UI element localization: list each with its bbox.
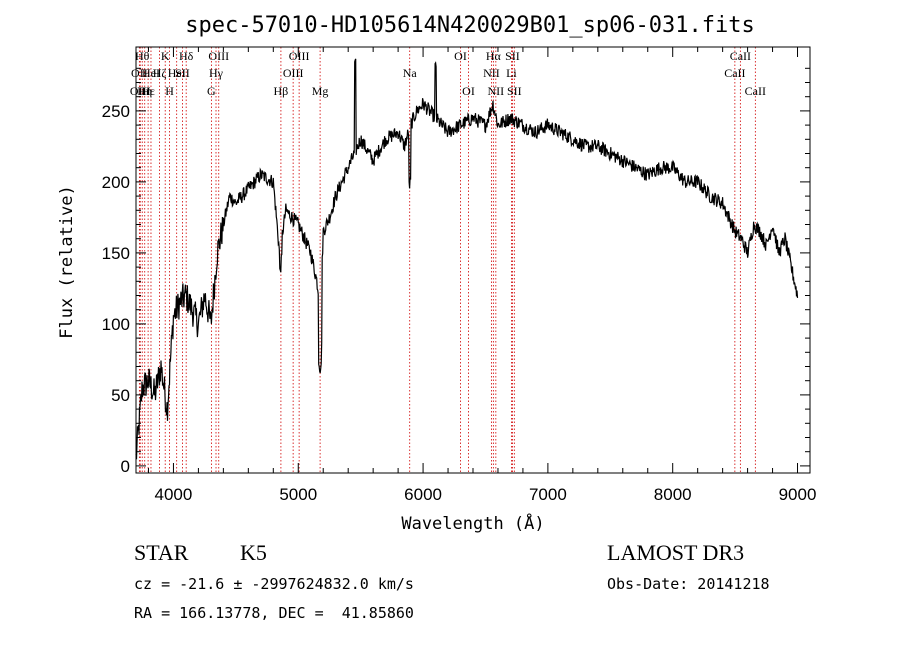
spectral-line-label: CaII <box>724 66 745 80</box>
object-class: STAR <box>134 540 189 565</box>
y-tick-label: 0 <box>121 457 130 476</box>
spectral-line-label: G <box>207 84 216 98</box>
spectral-line-labels: OIIOIIIHθHηHεHeIHζKHHeISIIHδGHγOIIIHβOII… <box>130 49 766 98</box>
spectral-line-label: OIII <box>289 49 310 63</box>
spectrum-line <box>135 58 799 460</box>
spectral-line-label: OIII <box>208 49 229 63</box>
spectral-line-label: K <box>161 49 170 63</box>
redshift-readout: cz = -21.6 ± -2997624832.0 km/s <box>134 575 414 593</box>
spectral-line-label: CaII <box>745 84 766 98</box>
spectral-line-markers <box>138 47 756 473</box>
spectral-line-label: OIII <box>130 84 151 98</box>
x-tick-label: 9000 <box>779 485 817 504</box>
spectral-line-label: OI <box>462 84 475 98</box>
object-subclass: K5 <box>240 540 267 565</box>
coordinates-readout: RA = 166.13778, DEC = 41.85860 <box>134 604 414 622</box>
spectral-line-label: Na <box>403 66 418 80</box>
x-axis-label: Wavelength (Å) <box>401 512 544 534</box>
spectral-line-label: NII <box>483 66 500 80</box>
spectral-line-label: Hδ <box>179 49 194 63</box>
x-tick-label: 4000 <box>155 485 193 504</box>
spectral-line-label: Hα <box>486 49 502 63</box>
y-tick-label: 50 <box>111 386 130 405</box>
y-tick-label: 250 <box>102 102 130 121</box>
spectral-line-label: Hβ <box>274 84 289 98</box>
spectral-line-label: Hθ <box>135 49 150 63</box>
spectral-line-label: Hη <box>137 84 152 98</box>
spectral-line-label: Hζ <box>153 66 167 80</box>
observation-date: Obs-Date: 20141218 <box>607 575 770 593</box>
survey-name: LAMOST DR3 <box>607 540 745 565</box>
y-tick-label: 200 <box>102 173 130 192</box>
y-tick-label: 150 <box>102 244 130 263</box>
spectral-line-label: Mg <box>312 84 329 98</box>
spectral-line-label: SII <box>505 49 520 63</box>
spectral-line-label: Hγ <box>209 66 224 80</box>
x-tick-label: 5000 <box>279 485 317 504</box>
spectral-line-label: Hε <box>141 84 155 98</box>
spectral-line-label: Li <box>506 66 517 80</box>
spectral-line-label: HeI <box>168 66 186 80</box>
spectral-line-label: SII <box>175 66 190 80</box>
spectral-line-label: HeI <box>142 66 160 80</box>
y-tick-label: 100 <box>102 315 130 334</box>
chart-title: spec-57010-HD105614N420029B01_sp06-031.f… <box>185 13 755 38</box>
x-tick-label: 6000 <box>404 485 442 504</box>
spectral-line-label: OI <box>454 49 467 63</box>
x-tick-label: 7000 <box>529 485 567 504</box>
plot-frame <box>135 46 811 474</box>
spectral-line-label: OII <box>131 66 148 80</box>
x-axis-ticks: 4000 5000 6000 7000 8000 9000 <box>147 47 817 504</box>
spectral-line-label: SII <box>507 84 522 98</box>
spectral-line-label: H <box>165 84 174 98</box>
y-axis-label: Flux (relative) <box>57 185 77 339</box>
spectral-line-label: NII <box>488 84 505 98</box>
spectral-line-label: OIII <box>283 66 304 80</box>
y-axis-ticks: 0 50 100 150 200 250 <box>102 67 810 476</box>
x-tick-label: 8000 <box>654 485 692 504</box>
spectral-line-label: CaII <box>730 49 751 63</box>
